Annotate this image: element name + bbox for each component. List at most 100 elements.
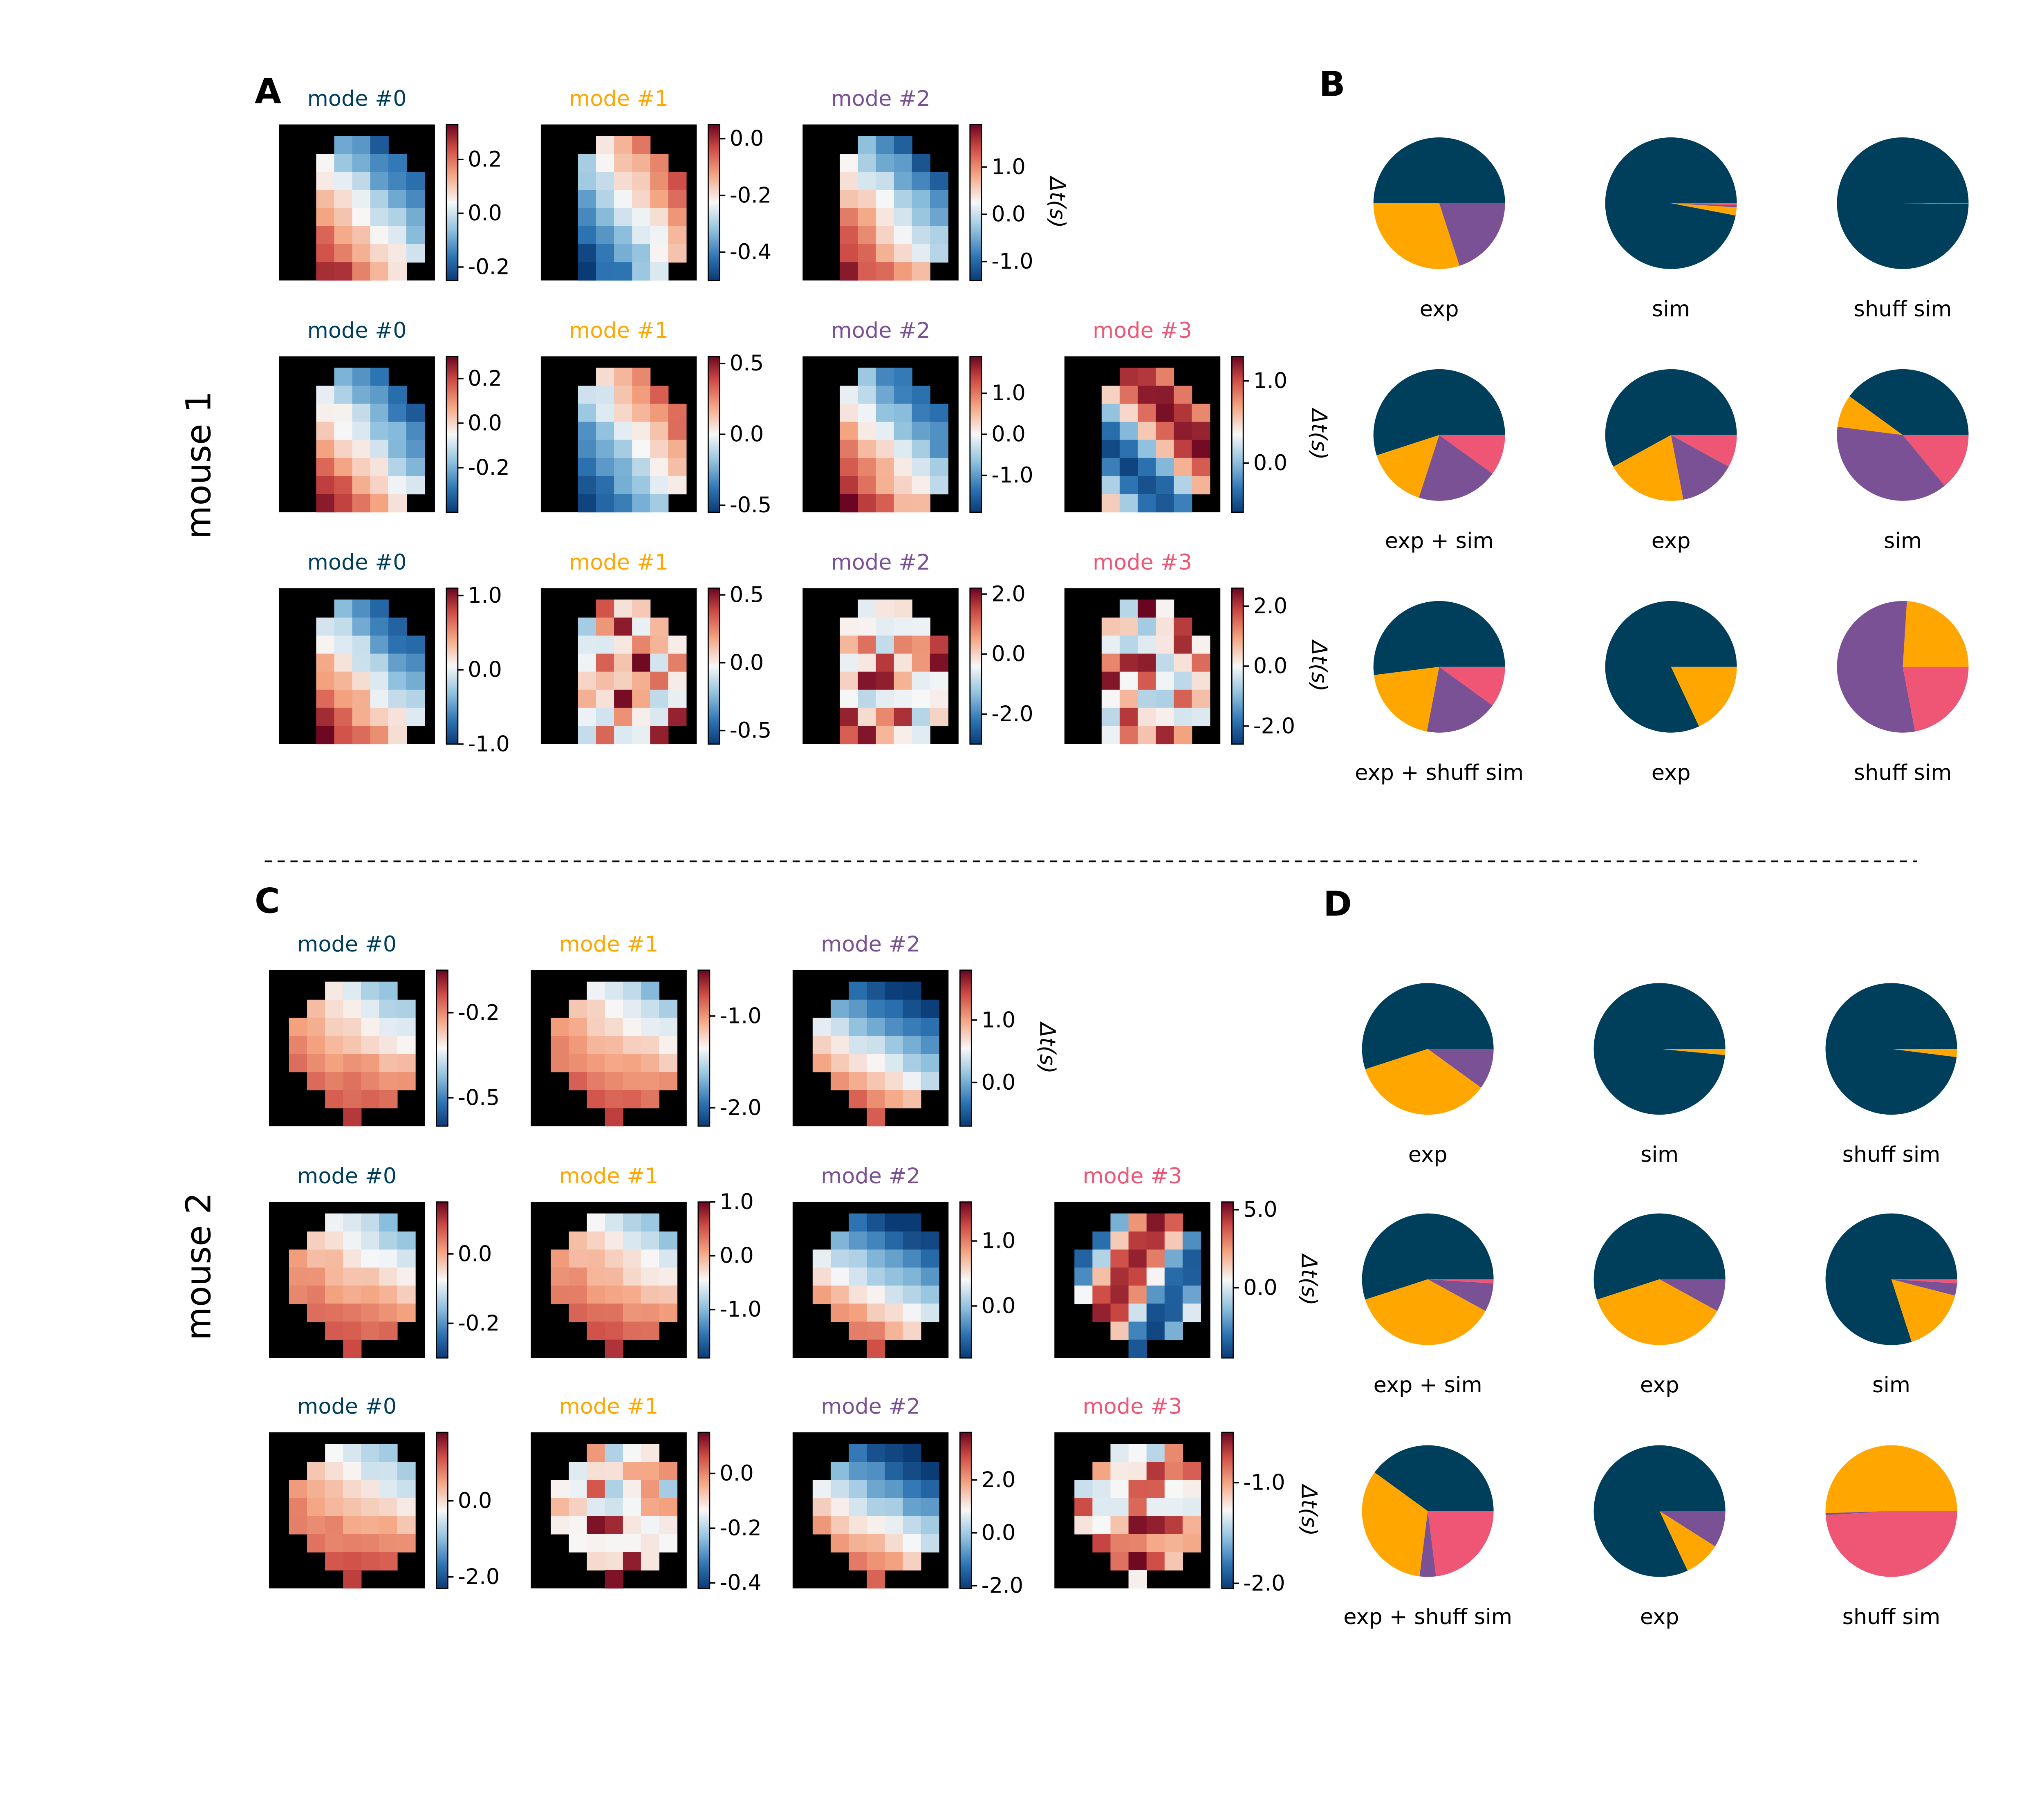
- map-pixel: [587, 1444, 605, 1463]
- map-pixel: [641, 1444, 660, 1463]
- map-pixel: [894, 190, 912, 209]
- map-pixel: [659, 1286, 678, 1304]
- map-pixel: [623, 1072, 641, 1090]
- map-pixel: [587, 1322, 605, 1340]
- map-pixel: [569, 999, 587, 1018]
- map-pixel: [587, 1267, 605, 1286]
- map-pixel: [894, 422, 912, 440]
- colorbar-tick-label: 0.0: [458, 1241, 492, 1266]
- map-pixel: [623, 1462, 641, 1481]
- map-pixel: [343, 1213, 362, 1232]
- map-pixel: [1137, 671, 1156, 690]
- map-pixel: [596, 689, 615, 708]
- map-pixel: [623, 1552, 641, 1571]
- map-pixel: [812, 1516, 831, 1535]
- map-pixel: [632, 653, 651, 672]
- map-pixel: [668, 671, 687, 690]
- map-pixel: [668, 458, 687, 477]
- map-pixel: [551, 1286, 569, 1304]
- pie-slice-mode1: [1659, 1049, 1726, 1055]
- pie-slice-mode2: [1428, 1049, 1494, 1088]
- pie-slice-mode0: [1373, 601, 1505, 675]
- map-pixel: [867, 981, 885, 1000]
- map-pixel: [361, 1267, 380, 1286]
- map-pixel: [1192, 671, 1210, 690]
- map-pixel: [1182, 1534, 1201, 1553]
- pie-panels: exp sim shuff sim exp + sim exp sim exp + shuf…: [1343, 137, 1969, 1629]
- map-pixel: [388, 244, 407, 263]
- map-pixel: [361, 1516, 380, 1535]
- colorbar-tick-label: 0.0: [982, 1520, 1015, 1545]
- map-pixel: [1110, 1304, 1129, 1322]
- pie-slice-mode0: [1825, 1213, 1957, 1345]
- map-pixel: [1146, 1498, 1165, 1517]
- colorbar-tick-label: -1.0: [991, 249, 1033, 274]
- map-pixel: [307, 1462, 326, 1481]
- colorbar: [697, 1432, 710, 1589]
- pie-slice-mode2: [1428, 1279, 1494, 1311]
- map-pixel: [659, 1072, 678, 1090]
- map-pixel: [858, 190, 876, 209]
- map-pixel: [650, 386, 669, 404]
- map-pixel: [876, 244, 894, 263]
- map-pixel: [361, 1249, 380, 1268]
- pie-slice-mode3: [1671, 435, 1737, 467]
- map-pixel: [849, 1516, 867, 1535]
- map-pixel: [876, 386, 894, 404]
- map-pixel: [605, 1213, 623, 1232]
- map-pixel: [623, 999, 641, 1018]
- map-pixel: [352, 440, 371, 458]
- map-pixel: [1137, 653, 1156, 672]
- map-pixel: [343, 1552, 362, 1571]
- map-pixel: [867, 1108, 885, 1126]
- map-pixel: [289, 1286, 308, 1304]
- map-pixel: [614, 725, 633, 745]
- map-pixel: [921, 1304, 939, 1322]
- map-pixel: [578, 172, 597, 191]
- map-pixel: [1174, 458, 1192, 477]
- map-pixel: [578, 154, 597, 173]
- map-pixel: [641, 1267, 660, 1286]
- map-pixel: [334, 208, 353, 227]
- map-pixel: [1119, 725, 1138, 745]
- map-pixel: [641, 1231, 660, 1250]
- pie-b-7: exp: [1605, 601, 1737, 785]
- map-pixel: [849, 1231, 867, 1250]
- map-pixel: [885, 999, 903, 1018]
- map-pixel: [849, 1498, 867, 1517]
- map-pixel: [858, 671, 876, 690]
- map-pixel: [325, 1444, 344, 1463]
- map-pixel: [596, 172, 615, 191]
- pie-slice-mode1: [1376, 435, 1439, 498]
- map-pixel: [316, 707, 335, 727]
- colorbar-tick-label: -1.0: [1243, 1470, 1285, 1495]
- colorbar-tick-label: -0.2: [458, 1311, 500, 1336]
- map-pixel: [379, 1249, 398, 1268]
- map-pixel: [569, 1516, 587, 1535]
- map-pixel: [569, 1480, 587, 1499]
- map-pixel: [623, 1534, 641, 1553]
- colorbar: [1231, 356, 1244, 513]
- map-pixel: [1101, 458, 1120, 477]
- map-pixel: [1156, 386, 1174, 404]
- map-pixel: [1092, 1498, 1111, 1517]
- map-pixel: [596, 671, 615, 690]
- map-pixel: [370, 440, 389, 458]
- map-pixel: [379, 1552, 398, 1571]
- map-pixel: [1110, 1516, 1129, 1535]
- map-pixel: [840, 494, 858, 513]
- map-pixel: [876, 635, 894, 654]
- map-pixel: [830, 999, 849, 1018]
- map-pixel: [1146, 1462, 1165, 1481]
- pie-slice-mode1: [1362, 1472, 1428, 1577]
- map-pixel: [1092, 1516, 1111, 1535]
- map-pixel: [352, 172, 371, 191]
- map-pixel: [569, 1498, 587, 1517]
- colorbar-tick-label: 1.0: [719, 1189, 753, 1214]
- pie-label: exp: [1420, 296, 1459, 321]
- map-pixel: [858, 368, 876, 386]
- map-pixel: [867, 1340, 885, 1358]
- pie-slice-mode1: [1903, 203, 1969, 204]
- map-pixel: [930, 422, 948, 440]
